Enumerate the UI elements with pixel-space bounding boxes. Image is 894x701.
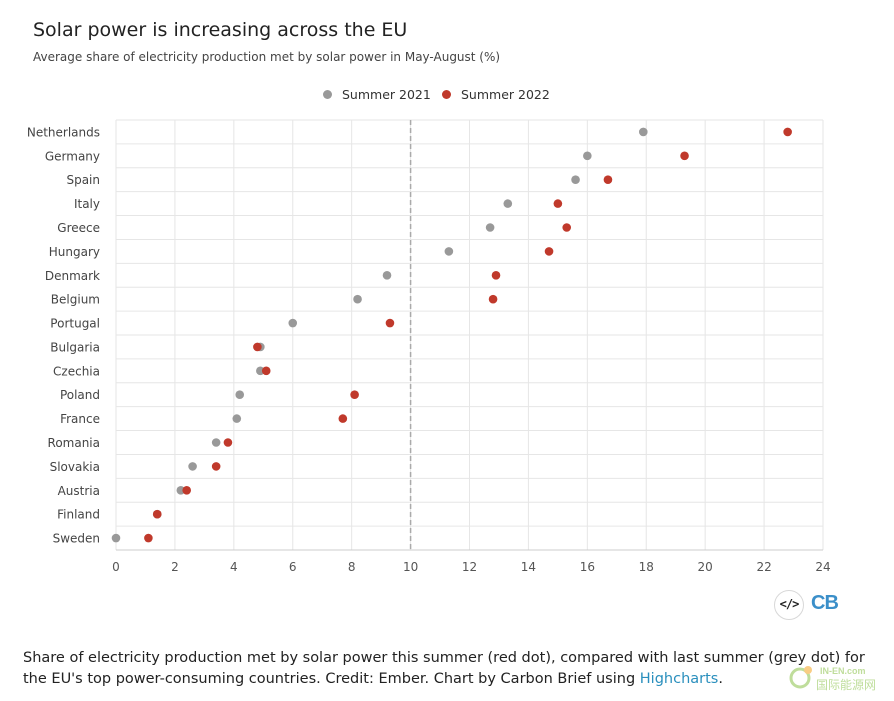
dot-summer-2022: [603, 175, 613, 185]
dot-summer-2022: [553, 199, 563, 208]
category-label: Czechia: [53, 364, 100, 378]
x-tick-label: 12: [462, 560, 477, 574]
dot-summer-2021: [211, 438, 221, 447]
legend-label: Summer 2021: [342, 87, 431, 102]
code-icon: </>: [779, 597, 800, 611]
legend-dot-grey: [323, 90, 332, 99]
dot-summer-2021: [176, 485, 186, 495]
x-tick-label: 14: [521, 560, 536, 574]
category-label: Portugal: [50, 317, 100, 331]
dot-summer-2021: [382, 270, 392, 280]
in-en-watermark: IN-EN.com 国际能源网: [786, 648, 886, 694]
caption-text: Share of electricity production met by s…: [23, 650, 865, 687]
category-label: Austria: [58, 484, 100, 498]
dot-summer-2021: [288, 318, 298, 328]
dumbbell-chart: 0 2 4 6 8 10 12 14 16 18 20 22 24NetherlandsGermanyS…: [27, 119, 831, 574]
chart-subtitle: Average share of electricity production …: [33, 50, 501, 64]
dot-summer-2022: [544, 247, 554, 256]
dot-summer-2021: [444, 247, 454, 256]
x-tick-label: 20: [698, 560, 713, 574]
dot-summer-2021: [485, 223, 495, 232]
x-tick-label: 16: [580, 560, 595, 574]
x-tick-label: 6: [289, 560, 297, 574]
category-label: Germany: [45, 149, 100, 163]
dot-summer-2022: [562, 223, 572, 232]
category-label: Romania: [48, 436, 100, 450]
category-label: Italy: [74, 197, 100, 211]
category-label: Finland: [57, 508, 100, 522]
dot-summer-2021: [639, 127, 648, 137]
category-label: Denmark: [45, 269, 100, 283]
x-tick-label: 18: [639, 560, 654, 574]
dot-summer-2021: [235, 390, 245, 400]
category-label: Belgium: [51, 293, 100, 307]
x-tick-label: 8: [348, 560, 356, 574]
category-label: Greece: [57, 221, 100, 235]
caption: Share of electricity production met by s…: [23, 648, 883, 690]
category-label: Netherlands: [27, 125, 100, 139]
category-label: Spain: [66, 173, 100, 187]
dot-summer-2021: [571, 175, 580, 185]
dot-summer-2022: [385, 318, 395, 328]
embed-code-button[interactable]: </>: [774, 590, 804, 620]
chart-title: Solar power is increasing across the EU: [33, 19, 408, 41]
legend: Summer 2021 Summer 2022: [0, 86, 894, 104]
dot-summer-2022: [680, 151, 689, 161]
dot-summer-2022: [253, 342, 262, 352]
dot-summer-2022: [211, 462, 221, 471]
legend-label: Summer 2022: [461, 87, 550, 102]
category-label: Sweden: [53, 532, 100, 546]
dot-summer-2022: [144, 533, 153, 543]
x-tick-label: 24: [815, 560, 830, 574]
dot-summer-2022: [261, 366, 271, 376]
watermark-cn: 国际能源网: [816, 678, 877, 692]
leaf-logo-icon: [789, 666, 812, 689]
category-label: France: [60, 412, 100, 426]
highcharts-link[interactable]: Highcharts: [639, 671, 719, 687]
dot-summer-2021: [583, 151, 592, 161]
caption-end: .: [718, 671, 723, 687]
dot-summer-2021: [188, 462, 197, 471]
dot-summer-2021: [111, 533, 121, 543]
watermark-en: IN-EN.com: [820, 666, 866, 676]
dot-summer-2022: [783, 127, 792, 137]
dot-summer-2022: [350, 390, 359, 400]
dot-summer-2021: [503, 199, 513, 208]
x-tick-label: 4: [230, 560, 238, 574]
dot-summer-2022: [223, 438, 233, 447]
dot-summer-2021: [232, 414, 242, 423]
category-label: Slovakia: [50, 460, 100, 474]
dot-summer-2022: [182, 485, 191, 495]
carbon-brief-logo: CB: [811, 592, 839, 614]
legend-dot-red: [442, 90, 451, 99]
dot-summer-2022: [338, 414, 348, 423]
dot-summer-2021: [353, 294, 362, 304]
x-tick-label: 10: [403, 560, 418, 574]
dot-summer-2022: [152, 509, 162, 519]
x-tick-label: 0: [112, 560, 120, 574]
x-tick-label: 2: [171, 560, 179, 574]
dot-summer-2022: [491, 270, 501, 280]
category-label: Bulgaria: [50, 340, 100, 354]
category-label: Hungary: [49, 245, 100, 259]
category-label: Poland: [60, 388, 100, 402]
x-tick-label: 22: [756, 560, 771, 574]
dot-summer-2021: [256, 366, 265, 376]
dot-summer-2022: [488, 294, 498, 304]
